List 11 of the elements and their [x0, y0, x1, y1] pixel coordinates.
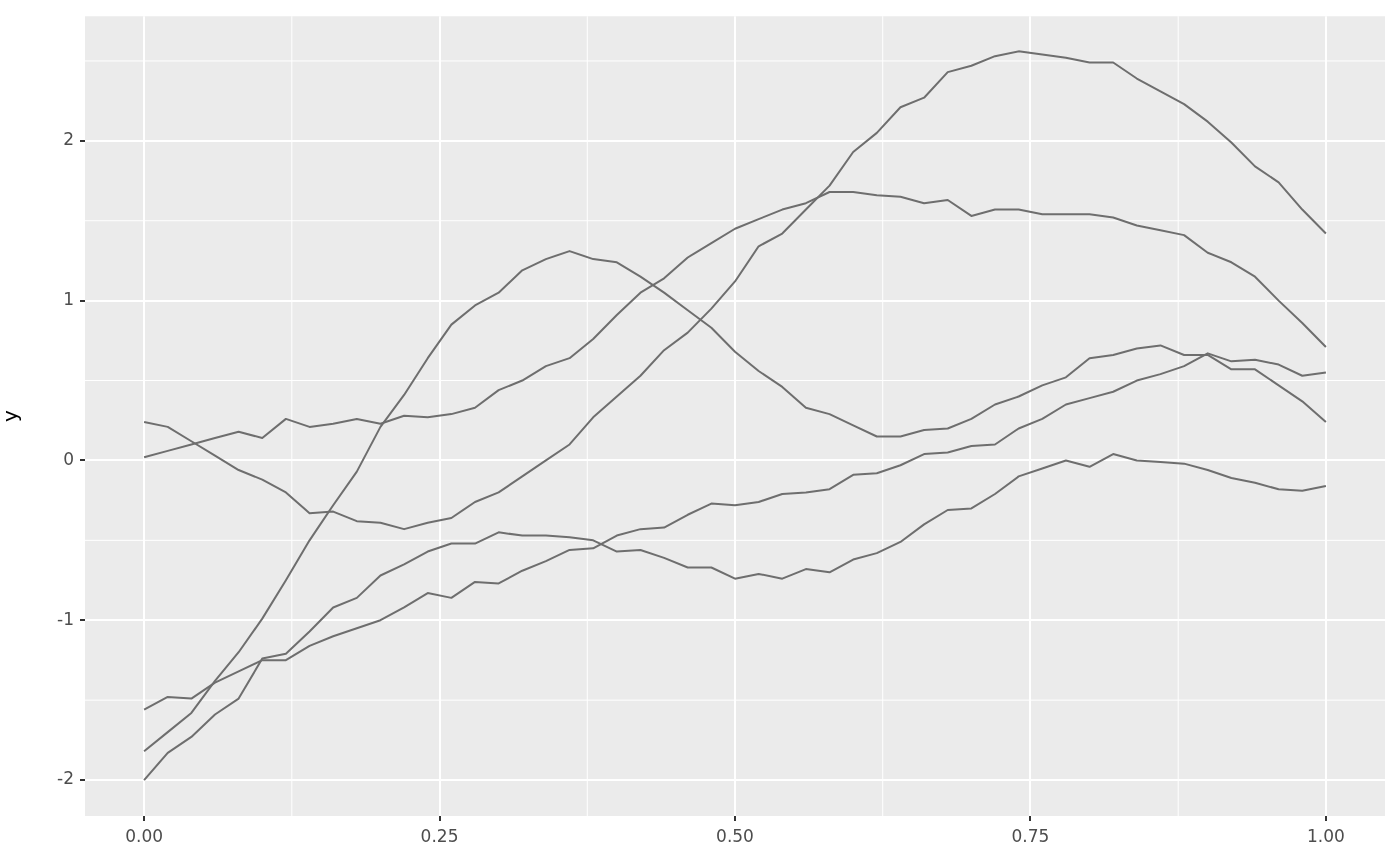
x-tick-label: 1.00	[1306, 825, 1345, 846]
y-tick-label: 0	[63, 448, 74, 469]
y-tick-label: 1	[63, 289, 74, 310]
y-tick-label: 2	[63, 129, 74, 150]
x-tick-label: 0.75	[1011, 825, 1050, 846]
y-axis-title: y	[0, 410, 23, 423]
y-tick-label: -2	[57, 768, 74, 789]
x-tick-label: 0.00	[125, 825, 164, 846]
y-tick-label: -1	[57, 608, 74, 629]
x-tick-label: 0.25	[420, 825, 459, 846]
x-tick-label: 0.50	[716, 825, 754, 846]
